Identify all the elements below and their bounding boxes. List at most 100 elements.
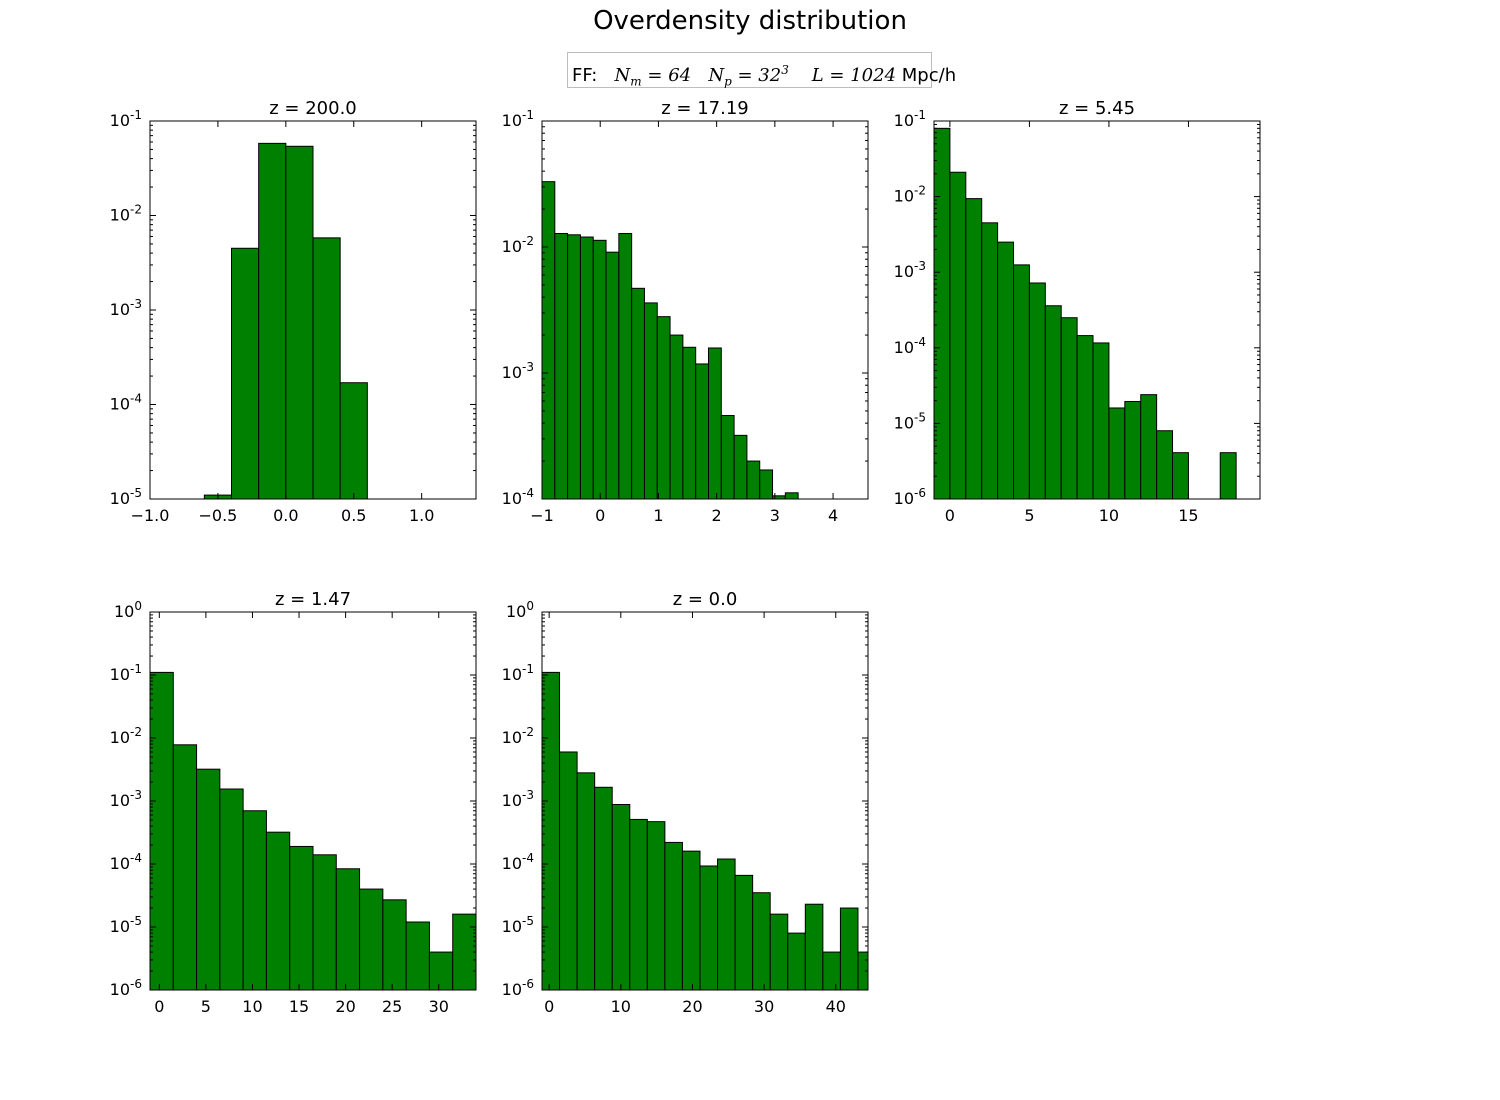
histogram-bar bbox=[965, 198, 983, 499]
histogram-bar bbox=[734, 874, 754, 990]
histogram-bar bbox=[1172, 452, 1189, 499]
histogram-bar bbox=[1092, 342, 1110, 499]
x-tick-label: 0 bbox=[154, 997, 164, 1016]
histogram-bar bbox=[579, 236, 594, 499]
histogram-bar bbox=[1060, 317, 1078, 499]
panel-title: z = 1.47 bbox=[275, 589, 351, 610]
y-tick-label: 100 bbox=[114, 599, 142, 621]
y-tick-label: 10-3 bbox=[110, 297, 142, 319]
x-tick-label: 1 bbox=[653, 506, 663, 525]
histogram-bar bbox=[567, 234, 581, 499]
y-tick-label: 10-1 bbox=[110, 662, 142, 684]
panel-1: z = 17.19 −1 0 1 2 3 4 10-4 10-3 10-2 10-1 bbox=[502, 98, 869, 525]
x-tick-label: 25 bbox=[382, 997, 402, 1016]
histogram-bar bbox=[594, 786, 613, 990]
y-tick-label: 10-3 bbox=[110, 788, 142, 810]
y-tick-label: 10-2 bbox=[502, 725, 534, 747]
panel-0: z = 200.0 −1.0 −0.5 0.0 0.5 1.0 10-5 10-4 10-3 10… bbox=[110, 98, 477, 525]
x-tick-label: −1 bbox=[530, 506, 554, 525]
histogram-bar bbox=[839, 907, 859, 990]
histogram-bar bbox=[631, 287, 645, 499]
histogram-bar bbox=[265, 831, 291, 990]
histogram-bar bbox=[822, 951, 841, 990]
histogram-bar bbox=[559, 751, 578, 990]
histogram-bar bbox=[934, 127, 951, 499]
histogram-bar bbox=[784, 492, 799, 499]
y-tick-label: 10-5 bbox=[110, 914, 142, 936]
axes-frame bbox=[933, 120, 1261, 500]
histogram-bar bbox=[172, 744, 198, 990]
histogram-bar bbox=[335, 868, 361, 990]
histogram-bar bbox=[592, 239, 607, 499]
legend-l: L = 1024 bbox=[811, 65, 897, 86]
histogram-bar bbox=[428, 951, 454, 990]
x-tick-label: 0 bbox=[595, 506, 605, 525]
histogram-bar bbox=[618, 232, 633, 499]
legend-unit: Mpc/h bbox=[901, 65, 957, 86]
bars-group bbox=[150, 671, 476, 990]
y-tick-label: 100 bbox=[506, 599, 534, 621]
histogram-bar bbox=[196, 768, 221, 990]
histogram-bar bbox=[1044, 305, 1062, 499]
histogram-bar bbox=[681, 850, 701, 990]
y-tick-label: 10-1 bbox=[894, 108, 926, 130]
histogram-bar bbox=[285, 145, 314, 499]
x-tick-label: 3 bbox=[770, 506, 780, 525]
y-tick-label: 10-6 bbox=[502, 977, 534, 999]
x-tick-label: 5 bbox=[1024, 506, 1034, 525]
panel-title: z = 0.0 bbox=[673, 589, 738, 610]
histogram-bar bbox=[231, 247, 260, 499]
y-tick-label: 10-4 bbox=[502, 851, 534, 873]
legend-np: Np = 323 bbox=[708, 63, 789, 89]
histogram-bar bbox=[576, 772, 596, 990]
x-tick-label: −0.5 bbox=[198, 506, 237, 525]
x-tick-label: 30 bbox=[429, 997, 449, 1016]
histogram-bar bbox=[997, 241, 1015, 499]
histogram-bar bbox=[746, 460, 761, 499]
x-tick-label: 0.0 bbox=[273, 506, 298, 525]
histogram-bar bbox=[219, 788, 244, 990]
panel-title: z = 17.19 bbox=[661, 98, 749, 119]
histogram-bar bbox=[733, 434, 748, 499]
histogram-bar bbox=[720, 414, 735, 499]
histogram-bar bbox=[242, 810, 267, 990]
histogram-bar bbox=[312, 237, 341, 499]
histogram-bar bbox=[629, 818, 648, 990]
y-tick-label: 10-1 bbox=[502, 662, 534, 684]
histogram-bar bbox=[646, 821, 666, 990]
y-tick-label: 10-6 bbox=[110, 977, 142, 999]
x-tick-label: 10 bbox=[242, 997, 262, 1016]
x-tick-label: 1.0 bbox=[409, 506, 434, 525]
histogram-bar bbox=[611, 803, 631, 990]
histogram-bar bbox=[682, 346, 697, 499]
histogram-bar bbox=[1140, 394, 1158, 499]
histogram-bar bbox=[1124, 400, 1142, 499]
histogram-bar bbox=[359, 888, 384, 990]
histogram-bar bbox=[707, 347, 722, 499]
histogram-bar bbox=[405, 921, 430, 990]
legend: FF: Nm = 64 Np = 323 L = 1024 Mpc/h bbox=[567, 52, 956, 89]
y-tick-label: 10-5 bbox=[110, 486, 142, 508]
y-tick-label: 10-6 bbox=[894, 486, 926, 508]
y-tick-label: 10-1 bbox=[110, 108, 142, 130]
axes-frame bbox=[541, 120, 869, 500]
y-tick-label: 10-2 bbox=[110, 725, 142, 747]
histogram-bar bbox=[1076, 335, 1094, 499]
legend-prefix: FF: bbox=[572, 65, 598, 86]
x-tick-label: 5 bbox=[201, 997, 211, 1016]
figure-title: Overdensity distribution bbox=[593, 6, 907, 36]
x-tick-label: 4 bbox=[828, 506, 838, 525]
panel-3: z = 1.47 0 5 10 15 20 25 30 10-6 10-5 10-4 10-3 10-2… bbox=[110, 589, 477, 1016]
bars-group bbox=[542, 181, 799, 499]
histogram-bar bbox=[804, 903, 824, 990]
histogram-bar bbox=[1013, 264, 1030, 499]
x-tick-label: 0.5 bbox=[341, 506, 366, 525]
histogram-bar bbox=[949, 171, 967, 499]
histogram-bar bbox=[643, 302, 658, 499]
x-tick-label: 15 bbox=[289, 997, 309, 1016]
histogram-bar bbox=[664, 841, 683, 990]
y-tick-label: 10-3 bbox=[502, 360, 534, 382]
histogram-bar bbox=[339, 382, 368, 499]
y-tick-label: 10-5 bbox=[894, 410, 926, 432]
